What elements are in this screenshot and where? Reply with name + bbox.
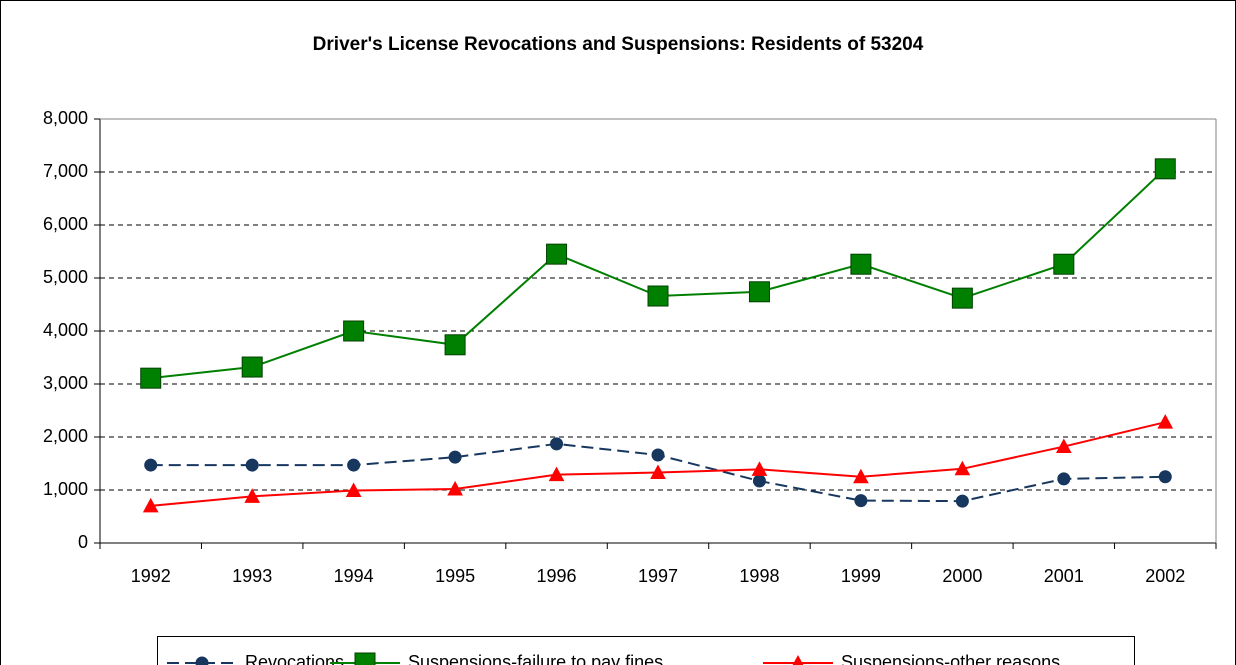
data-point xyxy=(854,494,868,508)
data-point xyxy=(955,494,969,508)
data-point xyxy=(343,320,365,342)
legend-label: Suspensions-other reasons xyxy=(841,652,1060,665)
y-tick-label: 0 xyxy=(78,532,88,552)
data-point xyxy=(140,367,162,389)
data-point xyxy=(244,488,261,503)
x-tick-label: 2000 xyxy=(942,566,982,586)
legend-marker xyxy=(195,656,209,665)
y-tick-label: 1,000 xyxy=(43,479,88,499)
x-tick-label: 1993 xyxy=(232,566,272,586)
data-point xyxy=(1158,470,1172,484)
legend-label: Revocations xyxy=(245,652,344,665)
data-point xyxy=(347,458,361,472)
data-point xyxy=(651,448,665,462)
legend-marker xyxy=(354,652,376,665)
data-point xyxy=(1154,158,1176,180)
data-point xyxy=(951,287,973,309)
legend-label: Suspensions-failure to pay fines xyxy=(408,652,663,665)
data-point xyxy=(647,285,669,307)
data-point xyxy=(241,356,263,378)
x-tick-label: 2002 xyxy=(1145,566,1185,586)
data-point xyxy=(650,464,666,480)
y-tick-label: 5,000 xyxy=(43,267,88,287)
data-point xyxy=(546,243,568,265)
data-point xyxy=(444,334,466,356)
x-tick-label: 1995 xyxy=(435,566,475,586)
x-tick-label: 2001 xyxy=(1044,566,1084,586)
data-point xyxy=(752,474,766,488)
data-point xyxy=(1157,414,1174,429)
x-tick-label: 1992 xyxy=(131,566,171,586)
data-point xyxy=(850,253,872,275)
y-tick-label: 8,000 xyxy=(43,108,88,128)
data-point xyxy=(954,460,971,476)
data-point xyxy=(142,497,159,513)
y-tick-label: 6,000 xyxy=(43,214,88,234)
y-tick-label: 7,000 xyxy=(43,161,88,181)
x-tick-label: 1999 xyxy=(841,566,881,586)
data-point xyxy=(751,461,768,476)
data-point xyxy=(748,281,770,303)
chart-title: Driver's License Revocations and Suspens… xyxy=(313,34,924,55)
x-tick-label: 1996 xyxy=(537,566,577,586)
y-tick-label: 4,000 xyxy=(43,320,88,340)
y-tick-label: 2,000 xyxy=(43,426,88,446)
data-point xyxy=(448,450,462,464)
data-point xyxy=(245,458,259,472)
data-point xyxy=(345,482,362,498)
data-point xyxy=(548,466,565,482)
data-point xyxy=(1055,438,1072,454)
legend-marker xyxy=(792,654,804,665)
data-point xyxy=(1057,472,1071,486)
data-point xyxy=(144,458,158,472)
legend-box xyxy=(157,636,1135,665)
data-point xyxy=(1053,253,1075,275)
data-point xyxy=(550,437,564,451)
data-point xyxy=(447,480,463,496)
x-tick-label: 1994 xyxy=(334,566,374,586)
x-tick-label: 1997 xyxy=(638,566,678,586)
data-point xyxy=(853,468,869,484)
x-tick-label: 1998 xyxy=(739,566,779,586)
y-tick-label: 3,000 xyxy=(43,373,88,393)
